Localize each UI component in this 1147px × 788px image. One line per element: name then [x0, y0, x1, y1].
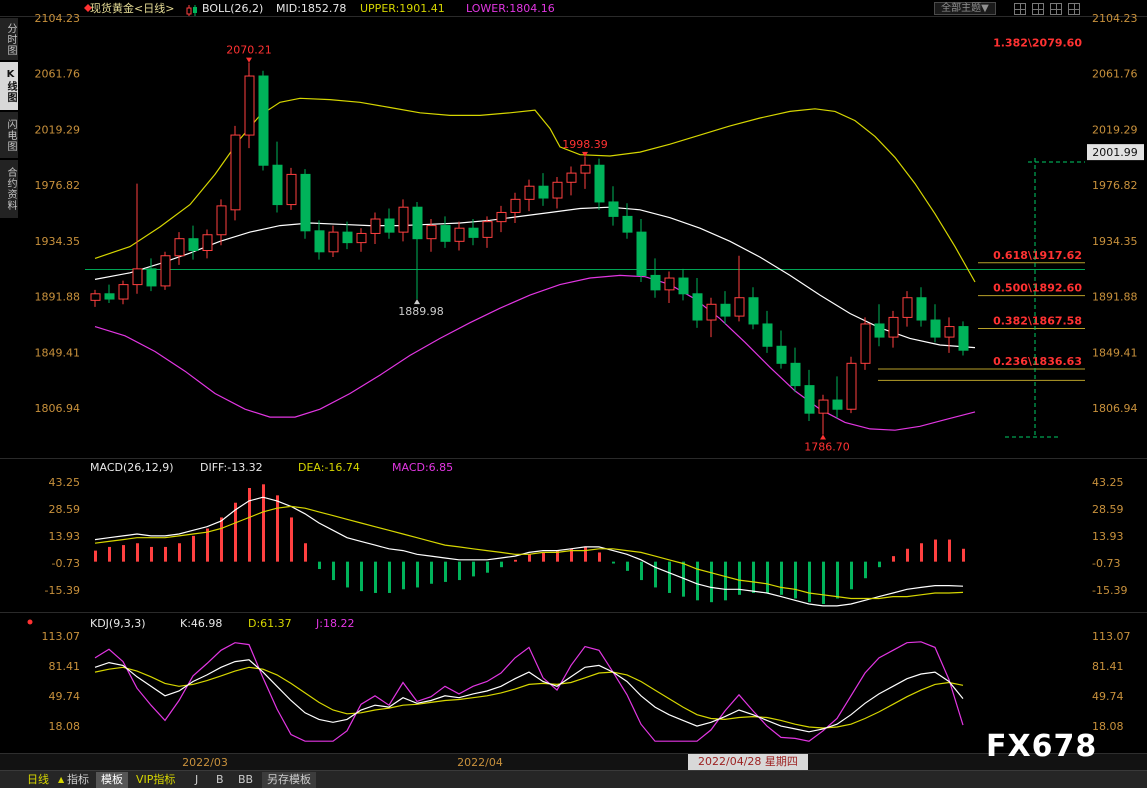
- svg-text:1806.94: 1806.94: [35, 402, 81, 415]
- svg-text:1891.88: 1891.88: [35, 291, 81, 304]
- horizontal-lines[interactable]: [85, 269, 1085, 381]
- svg-text:28.59: 28.59: [1092, 503, 1124, 516]
- svg-text:2070.21: 2070.21: [226, 44, 272, 57]
- svg-text:18.08: 18.08: [1092, 720, 1124, 733]
- price-axis-labels: 2104.23 2104.23 2061.76 2061.76 2019.29 2019.…: [35, 12, 1138, 415]
- kdj-panel: 113.07 113.07 81.41 81.41 49.74 49.74 18.08 18.…: [42, 630, 1131, 742]
- svg-text:113.07: 113.07: [42, 630, 81, 643]
- date-axis: 2022/03 2022/04 2022/04/28 星期四: [0, 753, 1147, 770]
- svg-text:18.08: 18.08: [49, 720, 81, 733]
- toolbar-item-j[interactable]: J: [195, 773, 199, 786]
- svg-text:1889.98: 1889.98: [398, 305, 444, 318]
- fibonacci-levels[interactable]: 1.382\2079.60 0.618\1917.62 0.500\1892.60 0…: [878, 36, 1085, 370]
- boll-lower-value: LOWER:1804.16: [466, 2, 555, 15]
- svg-text:2001.99: 2001.99: [1092, 146, 1138, 159]
- date-label-april: 2022/04: [457, 756, 503, 769]
- svg-text:28.59: 28.59: [49, 503, 81, 516]
- svg-text:1934.35: 1934.35: [1092, 235, 1138, 248]
- kline-icon: [186, 2, 198, 17]
- toolbar-item-indicators[interactable]: 指标: [67, 773, 89, 786]
- price-chart-svg[interactable]: 1.382\2079.60 0.618\1917.62 0.500\1892.60 0…: [0, 0, 1147, 753]
- svg-text:2019.29: 2019.29: [1092, 123, 1138, 136]
- period-arrow-icon[interactable]: ▲: [58, 775, 65, 784]
- svg-text:13.93: 13.93: [1092, 530, 1124, 543]
- svg-text:1891.88: 1891.88: [1092, 291, 1138, 304]
- toolbar-item-vip-indicator[interactable]: VIP指标: [136, 773, 176, 786]
- macd-panel: 43.25 43.25 28.59 28.59 13.93 13.93 -0.73 -0.73…: [45, 476, 1127, 607]
- theme-dropdown[interactable]: 全部主题▼: [934, 2, 996, 15]
- toolbar-item-save-template[interactable]: 另存模板: [262, 772, 316, 788]
- window-layout-restore-icon[interactable]: [1068, 3, 1080, 15]
- window-layout-cascade-icon[interactable]: [1050, 3, 1062, 15]
- svg-text:1849.41: 1849.41: [35, 346, 81, 359]
- svg-text:1976.82: 1976.82: [1092, 179, 1138, 192]
- svg-text:2019.29: 2019.29: [35, 123, 81, 136]
- sidebar-item-kline[interactable]: K线图: [0, 62, 18, 110]
- svg-text:1806.94: 1806.94: [1092, 402, 1138, 415]
- svg-text:13.93: 13.93: [49, 530, 81, 543]
- window-layout-split-icon[interactable]: [1032, 3, 1044, 15]
- symbol-title: 现货黄金<日线>: [90, 2, 175, 15]
- svg-text:0.500\1892.60: 0.500\1892.60: [993, 282, 1082, 295]
- svg-text:-15.39: -15.39: [1092, 584, 1127, 597]
- boll-upper-value: UPPER:1901.41: [360, 2, 445, 15]
- svg-text:-15.39: -15.39: [45, 584, 80, 597]
- date-label-march: 2022/03: [182, 756, 228, 769]
- svg-text:49.74: 49.74: [49, 690, 81, 703]
- cursor-price-box: 2001.99: [1087, 144, 1144, 161]
- svg-text:0.382\1867.58: 0.382\1867.58: [993, 314, 1082, 327]
- svg-text:1786.70: 1786.70: [804, 441, 850, 454]
- svg-text:43.25: 43.25: [49, 476, 81, 489]
- edge-markers: [27, 4, 92, 625]
- svg-text:0.618\1917.62: 0.618\1917.62: [993, 249, 1082, 262]
- dashed-guides[interactable]: [1005, 158, 1085, 438]
- period-selector[interactable]: 日线: [27, 773, 49, 786]
- bottom-toolbar: 日线 ▲ 指标 模板 VIP指标 J B BB 另存模板: [0, 770, 1147, 788]
- window-layout-grid-icon[interactable]: [1014, 3, 1026, 15]
- svg-text:1849.41: 1849.41: [1092, 346, 1138, 359]
- svg-text:2061.76: 2061.76: [35, 68, 81, 81]
- price-marks: 2070.21 1998.39 1889.98 1786.70: [226, 44, 850, 454]
- svg-text:2104.23: 2104.23: [1092, 12, 1138, 25]
- svg-text:1976.82: 1976.82: [35, 179, 81, 192]
- svg-text:1934.35: 1934.35: [35, 235, 81, 248]
- svg-text:1.382\2079.60: 1.382\2079.60: [993, 36, 1082, 49]
- toolbar-item-bb[interactable]: BB: [238, 773, 254, 786]
- svg-text:2061.76: 2061.76: [1092, 68, 1138, 81]
- boll-label: BOLL(26,2): [202, 2, 264, 15]
- sidebar-item-lightning[interactable]: 闪电图: [0, 112, 18, 158]
- svg-text:81.41: 81.41: [1092, 660, 1124, 673]
- candlestick-series: [90, 62, 969, 435]
- svg-text:2104.23: 2104.23: [35, 12, 81, 25]
- svg-text:1998.39: 1998.39: [562, 138, 608, 151]
- svg-text:43.25: 43.25: [1092, 476, 1124, 489]
- svg-text:0.236\1836.63: 0.236\1836.63: [993, 355, 1082, 368]
- svg-text:81.41: 81.41: [49, 660, 81, 673]
- svg-text:-0.73: -0.73: [1092, 557, 1120, 570]
- panel-separators: [0, 16, 1147, 613]
- sidebar-item-timeshare[interactable]: 分时图: [0, 18, 18, 60]
- svg-text:-0.73: -0.73: [52, 557, 80, 570]
- svg-text:49.74: 49.74: [1092, 690, 1124, 703]
- toolbar-item-template[interactable]: 模板: [96, 772, 128, 788]
- bollinger-bands: [94, 97, 976, 431]
- sidebar-item-contract-info[interactable]: 合约资料: [0, 160, 18, 218]
- svg-text:113.07: 113.07: [1092, 630, 1131, 643]
- toolbar-item-b[interactable]: B: [216, 773, 224, 786]
- crosshair-date-box: 2022/04/28 星期四: [688, 754, 808, 770]
- boll-mid-value: MID:1852.78: [276, 2, 347, 15]
